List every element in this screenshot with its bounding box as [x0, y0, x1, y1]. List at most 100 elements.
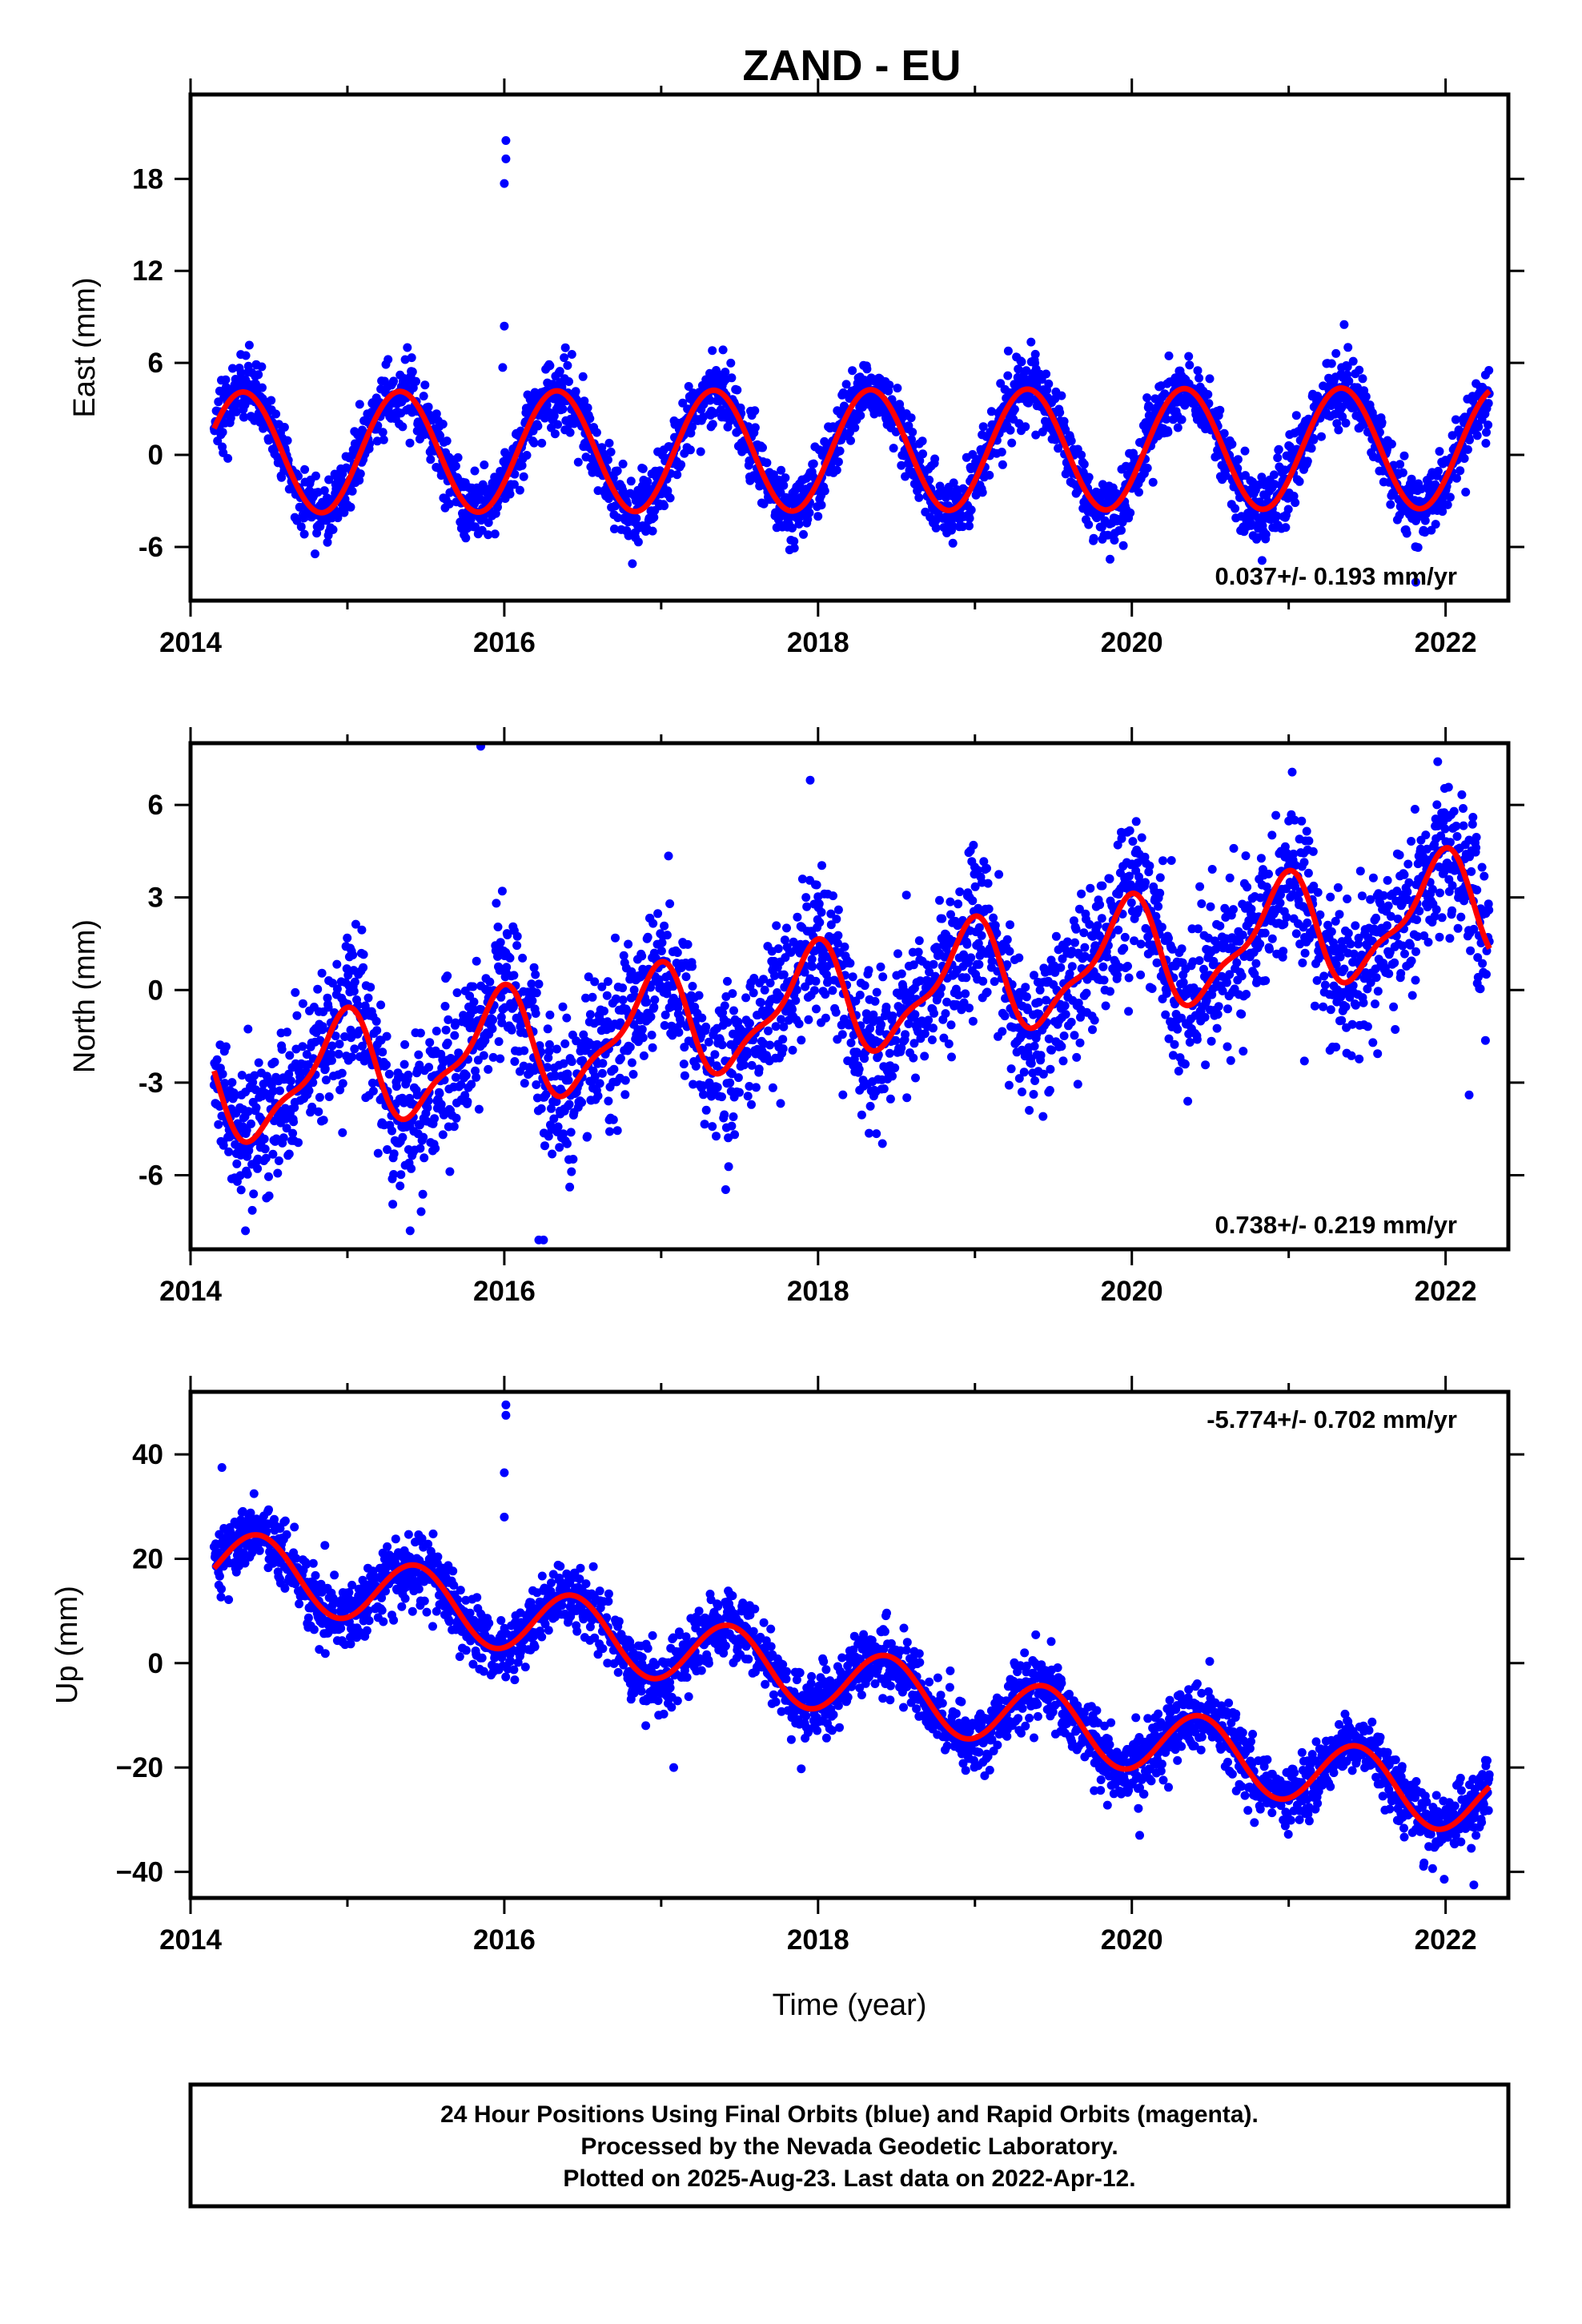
- east-data-point: [1343, 362, 1352, 372]
- north-data-point: [930, 1008, 938, 1018]
- east-data-point: [788, 523, 797, 533]
- east-data-point: [438, 420, 448, 429]
- north-data-point: [741, 993, 751, 1003]
- east-data-point: [296, 522, 306, 532]
- north-data-point: [913, 947, 923, 957]
- north-data-point: [566, 1128, 576, 1137]
- north-data-point: [1164, 934, 1173, 943]
- north-data-point: [797, 875, 807, 884]
- east-data-point: [509, 480, 519, 489]
- north-data-point: [1167, 944, 1177, 954]
- north-data-point: [782, 923, 791, 933]
- north-data-point: [1130, 936, 1139, 946]
- east-data-point: [965, 521, 974, 531]
- east-data-point: [696, 447, 705, 456]
- north-data-point: [697, 1013, 707, 1023]
- north-data-point: [973, 866, 982, 875]
- north-data-point: [901, 1030, 910, 1039]
- north-data-point: [987, 956, 997, 966]
- north-data-point: [998, 1027, 1007, 1036]
- north-data-point: [543, 1063, 552, 1072]
- north-data-point: [1038, 1069, 1048, 1079]
- north-data-point: [935, 895, 944, 905]
- north-data-point: [627, 1058, 636, 1068]
- north-data-point: [418, 1189, 428, 1199]
- north-data-point: [869, 1010, 878, 1019]
- north-data-point: [567, 1057, 576, 1067]
- north-data-point: [1030, 971, 1038, 980]
- east-data-point: [1160, 389, 1170, 399]
- north-points: [209, 743, 1494, 1244]
- east-data-point: [809, 459, 818, 468]
- east-data-point: [564, 377, 573, 386]
- north-data-point: [488, 1015, 498, 1024]
- north-data-point: [1079, 928, 1089, 938]
- north-data-point: [720, 1001, 729, 1011]
- north-data-point: [292, 1011, 302, 1020]
- east-data-point: [1399, 451, 1409, 460]
- north-data-point: [1180, 1059, 1190, 1069]
- north-data-point: [812, 1004, 821, 1014]
- north-data-point: [1125, 871, 1134, 881]
- east-data-point: [567, 350, 576, 359]
- north-data-point: [608, 1115, 618, 1124]
- north-data-point: [384, 1069, 394, 1079]
- north-data-point: [324, 1092, 334, 1101]
- north-data-point: [717, 1040, 727, 1050]
- north-data-point: [279, 1133, 288, 1143]
- north-data-point: [1060, 1001, 1070, 1011]
- north-data-point: [540, 1141, 549, 1151]
- north-data-point: [1147, 984, 1157, 993]
- north-data-point: [243, 1024, 253, 1034]
- east-data-point: [1283, 505, 1293, 514]
- north-data-point: [568, 1155, 578, 1164]
- north-data-point: [439, 1110, 448, 1120]
- north-data-point: [776, 1099, 785, 1108]
- north-data-point: [946, 910, 955, 919]
- north-data-point: [721, 1185, 730, 1194]
- east-data-point: [323, 537, 332, 547]
- north-data-point: [317, 968, 327, 978]
- north-data-point: [463, 1097, 472, 1107]
- north-data-point: [469, 997, 479, 1007]
- north-data-point: [965, 1003, 974, 1013]
- north-data-point: [811, 976, 821, 986]
- north-data-point: [445, 1167, 455, 1176]
- north-data-point: [775, 991, 785, 1001]
- east-data-point: [578, 372, 588, 381]
- east-data-point: [565, 428, 575, 437]
- north-data-point: [929, 959, 938, 969]
- east-data-point: [1142, 393, 1152, 403]
- east-data-point: [1126, 508, 1135, 517]
- east-data-point: [1148, 477, 1158, 487]
- north-data-point: [662, 931, 672, 940]
- east-data-point: [267, 396, 276, 405]
- east-data-point: [1003, 371, 1013, 380]
- north-data-point: [938, 914, 947, 923]
- figure-title: ZAND - EU: [743, 42, 962, 90]
- north-data-point: [747, 1100, 756, 1109]
- north-data-point: [545, 1010, 555, 1019]
- east-data-point: [685, 445, 695, 455]
- north-data-point: [512, 941, 522, 951]
- north-data-point: [957, 1005, 966, 1015]
- east-data-point: [901, 472, 910, 481]
- east-data-point: [585, 414, 595, 424]
- north-data-point: [565, 1182, 575, 1192]
- north-data-point: [332, 959, 342, 969]
- north-data-point: [955, 887, 965, 897]
- north-data-point: [733, 1073, 743, 1083]
- east-data-point: [1017, 357, 1026, 367]
- north-data-point: [243, 1169, 252, 1179]
- north-data-point: [779, 970, 789, 979]
- north-data-point: [1158, 856, 1167, 866]
- north-data-point: [812, 880, 821, 890]
- east-data-point: [1233, 455, 1243, 464]
- north-data-point: [471, 1066, 480, 1076]
- north-data-point: [1102, 952, 1112, 962]
- east-data-point: [918, 449, 928, 459]
- north-data-point: [914, 936, 924, 946]
- north-data-point: [338, 1128, 347, 1137]
- north-data-point: [946, 1020, 956, 1030]
- north-data-point: [1034, 997, 1043, 1007]
